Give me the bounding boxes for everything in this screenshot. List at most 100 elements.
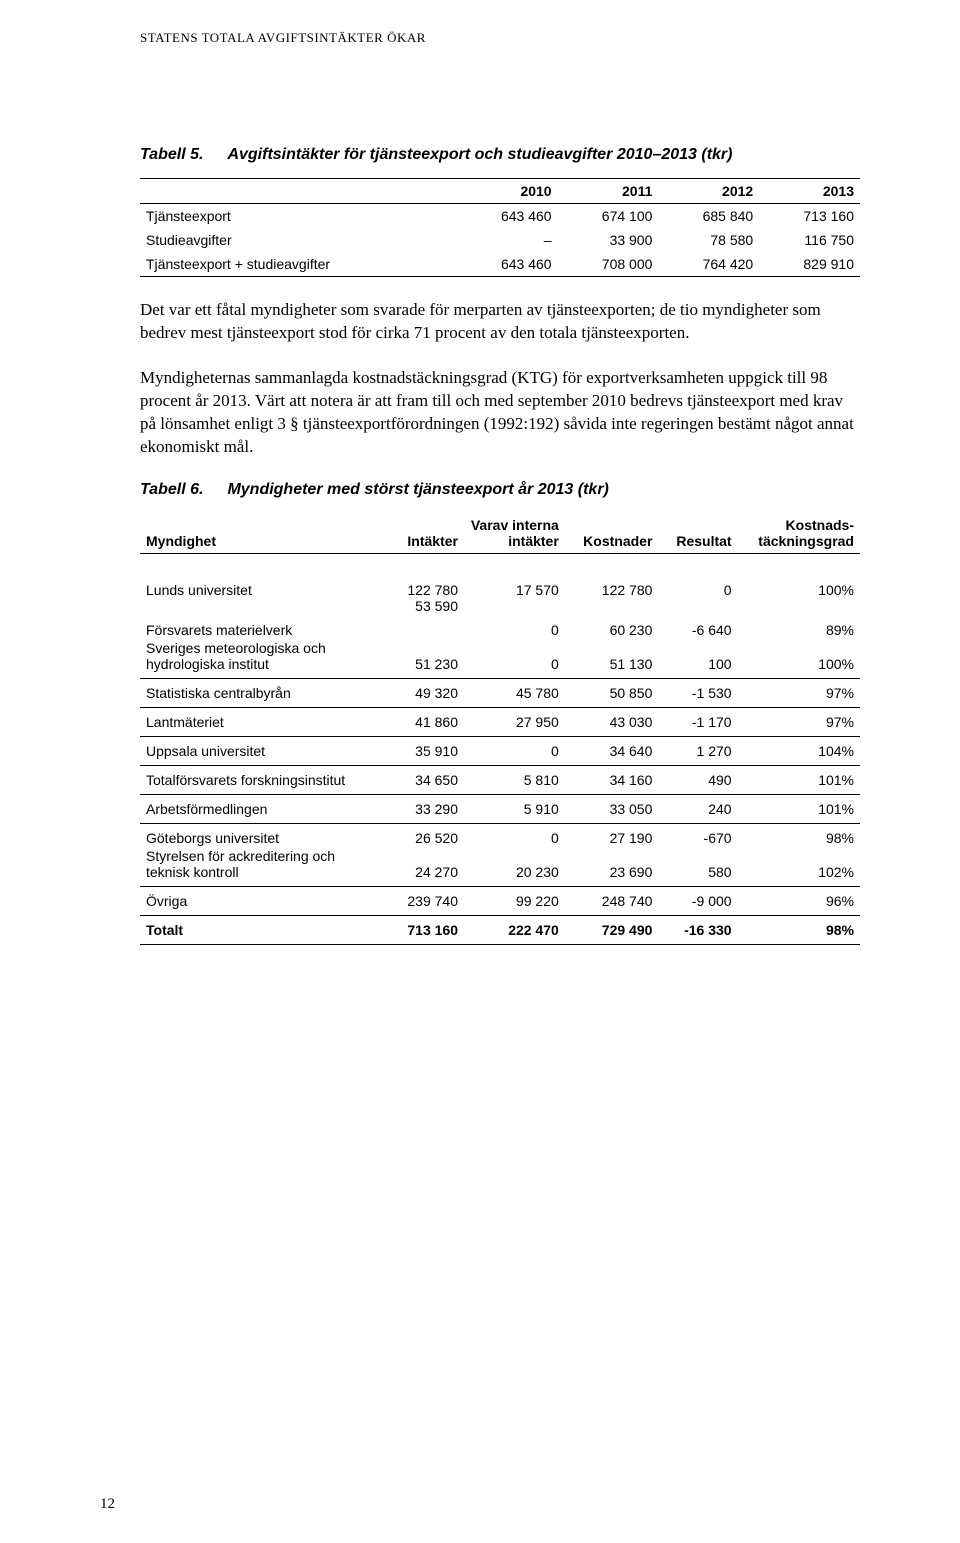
cell: 45 780 [464, 678, 565, 707]
cell: 5 810 [464, 765, 565, 794]
cell: 122 780 [565, 553, 659, 598]
cell: 1 270 [658, 736, 737, 765]
paragraph-2: Myndigheternas sammanlagda kostnadstäckn… [140, 367, 860, 459]
table5-h0 [140, 179, 457, 204]
cell: 17 570 [464, 553, 565, 598]
cell: 713 160 [759, 204, 860, 229]
cell: 0 [658, 553, 737, 598]
cell: 78 580 [658, 228, 759, 252]
cell: 122 780 [385, 553, 464, 598]
cell: 60 230 [565, 616, 659, 638]
cell: 53 590 [385, 598, 464, 616]
th-interna-l1: Varav interna [471, 517, 559, 533]
cell: 101% [738, 794, 860, 823]
table6-caption-text: Myndigheter med störst tjänsteexport år … [227, 481, 608, 498]
cell [738, 598, 860, 616]
cell: -6 640 [658, 616, 737, 638]
cell: 580 [658, 864, 737, 887]
th-kostnader: Kostnader [565, 513, 659, 554]
table5-caption-num: Tabell 5. [140, 146, 203, 163]
table5-h4: 2013 [759, 179, 860, 204]
table-row: Lantmäteriet 41 860 27 950 43 030 -1 170… [140, 707, 860, 736]
cell: 34 640 [565, 736, 659, 765]
cell [565, 598, 659, 616]
cell: 102% [738, 864, 860, 887]
cell: -670 [658, 823, 737, 846]
cell: Totalt [140, 915, 385, 944]
cell [658, 846, 737, 864]
table-row: Studieavgifter – 33 900 78 580 116 750 [140, 228, 860, 252]
cell: 5 910 [464, 794, 565, 823]
cell: 685 840 [658, 204, 759, 229]
cell: 99 220 [464, 886, 565, 915]
cell: 0 [464, 736, 565, 765]
cell: 96% [738, 886, 860, 915]
cell: 34 160 [565, 765, 659, 794]
table-row: Styrelsen för ackreditering och [140, 846, 860, 864]
cell: 51 230 [385, 656, 464, 679]
cell [464, 638, 565, 656]
table-row: Arbetsförmedlingen 33 290 5 910 33 050 2… [140, 794, 860, 823]
cell: 98% [738, 823, 860, 846]
table-row: Försvarets materielverk 0 60 230 -6 640 … [140, 616, 860, 638]
table6: Myndighet Intäkter Varav interna intäkte… [140, 513, 860, 945]
cell: 239 740 [385, 886, 464, 915]
cell: -9 000 [658, 886, 737, 915]
cell: 764 420 [658, 252, 759, 277]
table5-h1: 2010 [457, 179, 558, 204]
cell: 829 910 [759, 252, 860, 277]
cell [385, 846, 464, 864]
table5-h3: 2012 [658, 179, 759, 204]
cell: 43 030 [565, 707, 659, 736]
cell: 240 [658, 794, 737, 823]
cell [565, 638, 659, 656]
cell: 98% [738, 915, 860, 944]
cell: 0 [464, 616, 565, 638]
cell: 100 [658, 656, 737, 679]
cell: 222 470 [464, 915, 565, 944]
cell: 248 740 [565, 886, 659, 915]
table-row: Lunds universitet 122 780 17 570 122 780… [140, 553, 860, 598]
cell: Övriga [140, 886, 385, 915]
th-interna: Varav interna intäkter [464, 513, 565, 554]
page-number: 12 [100, 1496, 115, 1513]
cell: Tjänsteexport [140, 204, 457, 229]
cell: 101% [738, 765, 860, 794]
table-row: Sveriges meteorologiska och [140, 638, 860, 656]
paragraph-1: Det var ett fåtal myndigheter som svarad… [140, 299, 860, 345]
cell: 34 650 [385, 765, 464, 794]
cell: 713 160 [385, 915, 464, 944]
cell [658, 598, 737, 616]
table-row: 53 590 [140, 598, 860, 616]
table-row-total: Totalt 713 160 222 470 729 490 -16 330 9… [140, 915, 860, 944]
table6-header-row: Myndighet Intäkter Varav interna intäkte… [140, 513, 860, 554]
cell: -1 530 [658, 678, 737, 707]
cell: 27 950 [464, 707, 565, 736]
th-ktg-l1: Kostnads- [786, 517, 854, 533]
cell: 97% [738, 678, 860, 707]
cell: Lantmäteriet [140, 707, 385, 736]
table6-caption: Tabell 6. Myndigheter med störst tjänstee… [140, 481, 860, 499]
cell: 643 460 [457, 204, 558, 229]
table-row: Tjänsteexport 643 460 674 100 685 840 71… [140, 204, 860, 229]
cell: 643 460 [457, 252, 558, 277]
cell: Arbetsförmedlingen [140, 794, 385, 823]
table-row: Statistiska centralbyrån 49 320 45 780 5… [140, 678, 860, 707]
cell: 100% [738, 656, 860, 679]
cell: Göteborgs universitet [140, 823, 385, 846]
table6-caption-num: Tabell 6. [140, 481, 203, 498]
table-row: Totalförsvarets forskningsinstitut 34 65… [140, 765, 860, 794]
cell: 33 290 [385, 794, 464, 823]
cell: 100% [738, 553, 860, 598]
table5-h2: 2011 [558, 179, 659, 204]
cell: Studieavgifter [140, 228, 457, 252]
cell: Styrelsen för ackreditering och [140, 846, 385, 864]
cell: 33 900 [558, 228, 659, 252]
table-row: hydrologiska institut 51 230 0 51 130 10… [140, 656, 860, 679]
table-row: teknisk kontroll 24 270 20 230 23 690 58… [140, 864, 860, 887]
th-ktg: Kostnads- täckningsgrad [738, 513, 860, 554]
cell: 41 860 [385, 707, 464, 736]
cell: Tjänsteexport + studieavgifter [140, 252, 457, 277]
cell [738, 846, 860, 864]
cell: hydrologiska institut [140, 656, 385, 679]
